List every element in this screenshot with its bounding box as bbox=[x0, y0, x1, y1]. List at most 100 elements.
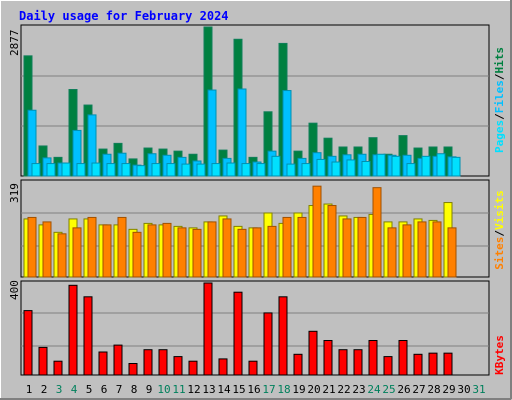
bar-pages-day-1 bbox=[31, 163, 41, 177]
day-label-26: 26 bbox=[397, 383, 410, 396]
bar-pages-day-12 bbox=[196, 163, 206, 177]
bar-pages-day-10 bbox=[166, 163, 176, 177]
bar-kbytes-day-26 bbox=[398, 340, 408, 376]
day-label-30: 30 bbox=[457, 383, 470, 396]
day-label-8: 8 bbox=[131, 383, 138, 396]
top-ymax-label: 2877 bbox=[8, 30, 21, 57]
bar-sites-day-8 bbox=[132, 231, 142, 278]
bar-kbytes-day-6 bbox=[98, 351, 108, 376]
bar-pages-day-23 bbox=[361, 160, 371, 177]
bar-kbytes-day-23 bbox=[353, 349, 363, 376]
bar-sites-day-23 bbox=[357, 216, 367, 278]
day-label-12: 12 bbox=[187, 383, 200, 396]
bar-kbytes-day-14 bbox=[218, 358, 228, 376]
bar-pages-day-13 bbox=[211, 163, 221, 177]
bar-kbytes-day-19 bbox=[293, 353, 303, 376]
bar-pages-day-2 bbox=[46, 163, 56, 177]
legend-top-text: Pages/Files/Hits bbox=[493, 47, 506, 153]
bar-pages-day-19 bbox=[301, 163, 311, 177]
bar-kbytes-day-7 bbox=[113, 344, 123, 376]
bar-kbytes-day-18 bbox=[278, 296, 288, 376]
bar-sites-day-19 bbox=[297, 216, 307, 278]
bar-pages-day-18 bbox=[286, 163, 296, 177]
bar-kbytes-day-15 bbox=[233, 291, 243, 376]
day-label-13: 13 bbox=[202, 383, 215, 396]
bar-sites-day-14 bbox=[222, 218, 232, 278]
day-label-17: 17 bbox=[262, 383, 275, 396]
day-label-31: 31 bbox=[472, 383, 485, 396]
bar-sites-day-10 bbox=[162, 222, 172, 278]
bar-sites-day-13 bbox=[207, 221, 217, 278]
bar-kbytes-day-16 bbox=[248, 360, 258, 376]
bar-sites-day-3 bbox=[57, 233, 67, 278]
legend-bottom: KBytes bbox=[493, 335, 506, 375]
bar-pages-day-22 bbox=[346, 159, 356, 177]
day-label-2: 2 bbox=[41, 383, 48, 396]
bar-pages-day-8 bbox=[136, 165, 146, 177]
bar-pages-day-27 bbox=[421, 155, 431, 177]
legend-top-item-1: / bbox=[493, 113, 506, 120]
legend-middle-item-1: / bbox=[493, 230, 506, 237]
day-label-5: 5 bbox=[86, 383, 93, 396]
bar-pages-day-6 bbox=[106, 163, 116, 177]
bar-pages-day-25 bbox=[391, 155, 401, 177]
day-label-10: 10 bbox=[157, 383, 170, 396]
bar-sites-day-6 bbox=[102, 224, 112, 278]
panel-middle bbox=[20, 179, 490, 278]
bar-kbytes-day-27 bbox=[413, 353, 423, 376]
day-label-28: 28 bbox=[427, 383, 440, 396]
bottom-ymax-label: 400 bbox=[8, 280, 21, 300]
legend-top: Pages/Files/Hits bbox=[493, 47, 506, 153]
bar-sites-day-21 bbox=[327, 205, 337, 278]
legend-top-item-4: Hits bbox=[493, 47, 506, 74]
legend-top-item-0: Pages bbox=[493, 120, 506, 153]
bar-pages-day-3 bbox=[61, 162, 71, 177]
legend-middle-text: Sites/Visits bbox=[493, 190, 506, 270]
bar-pages-day-14 bbox=[226, 162, 236, 177]
bar-sites-day-17 bbox=[267, 225, 277, 278]
bar-kbytes-day-9 bbox=[143, 349, 153, 376]
bar-kbytes-day-10 bbox=[158, 349, 168, 376]
bar-sites-day-25 bbox=[387, 227, 397, 278]
day-label-29: 29 bbox=[442, 383, 455, 396]
bar-kbytes-day-3 bbox=[53, 360, 63, 376]
day-label-7: 7 bbox=[116, 383, 123, 396]
bar-sites-day-7 bbox=[117, 216, 127, 278]
bar-sites-day-29 bbox=[447, 227, 457, 278]
bar-kbytes-day-1 bbox=[23, 310, 33, 376]
bar-sites-day-12 bbox=[192, 228, 202, 278]
bar-sites-day-28 bbox=[432, 221, 442, 278]
legend-middle-item-2: Visits bbox=[493, 190, 506, 230]
bar-sites-day-16 bbox=[252, 227, 262, 278]
bar-pages-day-4 bbox=[76, 163, 86, 177]
bar-pages-day-7 bbox=[121, 163, 131, 177]
bar-kbytes-day-12 bbox=[188, 360, 198, 376]
bar-pages-day-28 bbox=[436, 153, 446, 177]
bar-kbytes-day-22 bbox=[338, 349, 348, 376]
bar-kbytes-day-8 bbox=[128, 363, 138, 376]
bar-kbytes-day-20 bbox=[308, 330, 318, 376]
day-label-27: 27 bbox=[412, 383, 425, 396]
bar-pages-day-29 bbox=[451, 156, 461, 177]
bar-kbytes-day-24 bbox=[368, 340, 378, 376]
bar-pages-day-26 bbox=[406, 163, 416, 177]
bar-sites-day-2 bbox=[42, 221, 52, 278]
day-label-19: 19 bbox=[292, 383, 305, 396]
bar-sites-day-1 bbox=[27, 216, 37, 278]
bar-sites-day-26 bbox=[402, 224, 412, 278]
bar-pages-day-11 bbox=[181, 163, 191, 177]
bar-pages-day-20 bbox=[316, 158, 326, 177]
bar-sites-day-9 bbox=[147, 224, 157, 278]
day-label-3: 3 bbox=[56, 383, 63, 396]
bar-files-day-18 bbox=[282, 90, 292, 177]
day-label-24: 24 bbox=[367, 383, 381, 396]
bar-pages-day-9 bbox=[151, 163, 161, 177]
day-label-25: 25 bbox=[382, 383, 395, 396]
bar-kbytes-day-25 bbox=[383, 356, 393, 376]
bar-kbytes-day-2 bbox=[38, 346, 48, 376]
legend-top-item-2: Files bbox=[493, 80, 506, 113]
day-labels: 1 2 3 4 5 6 7 8 9 10 11 12 13 14 15 16 17 18 19 20 21 22 23 24 2… bbox=[26, 383, 486, 396]
panel-bottom bbox=[20, 280, 490, 376]
